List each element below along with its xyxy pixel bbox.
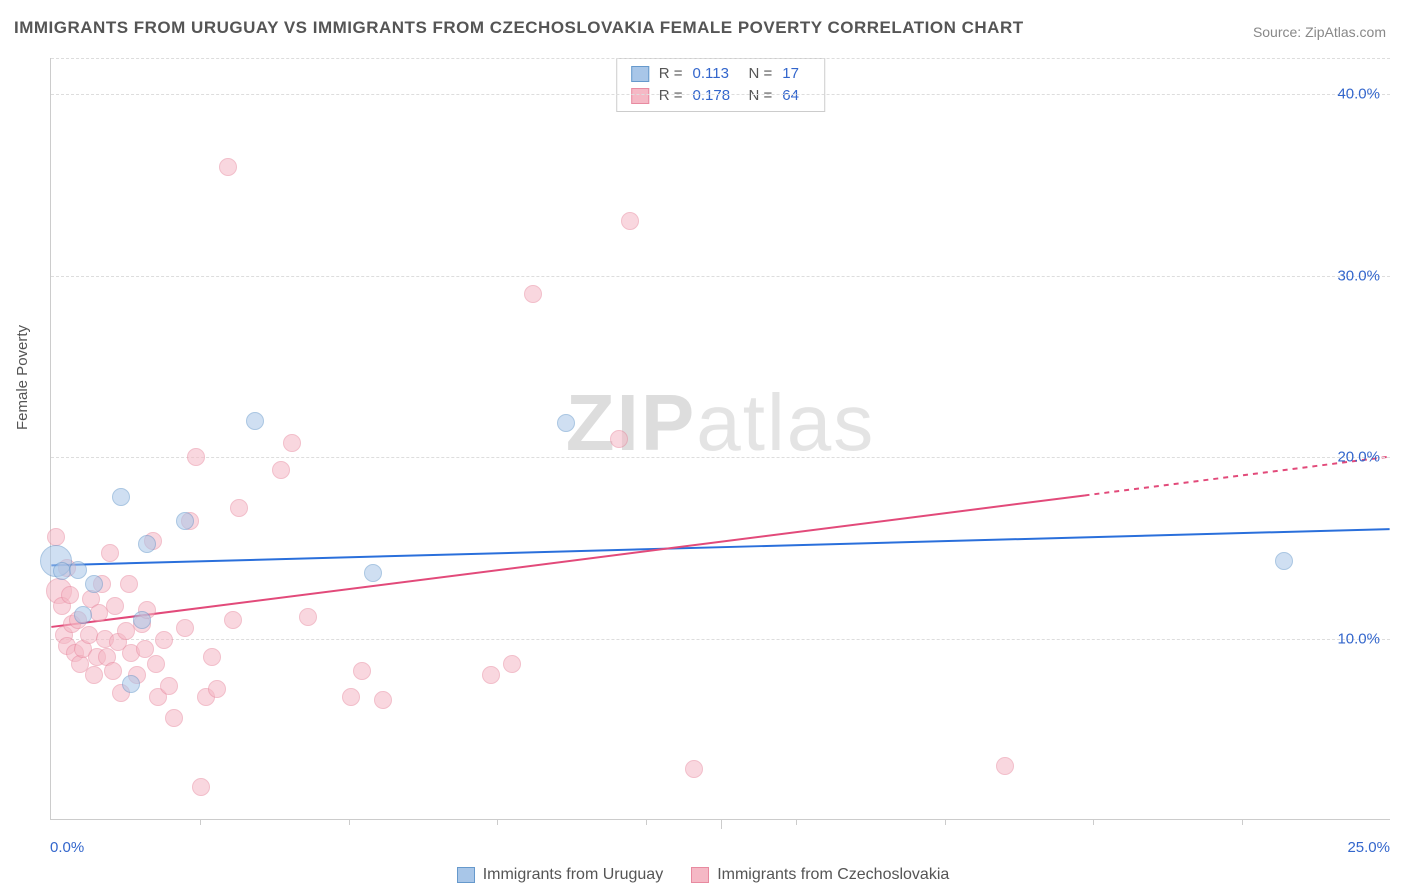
series-legend-label: Immigrants from Czechoslovakia xyxy=(717,866,949,884)
x-tick xyxy=(945,819,946,825)
y-tick-label: 10.0% xyxy=(1337,630,1380,647)
scatter-point xyxy=(61,586,79,604)
x-tick-label: 0.0% xyxy=(50,839,84,856)
scatter-point xyxy=(503,655,521,673)
scatter-point xyxy=(219,158,237,176)
scatter-point xyxy=(482,666,500,684)
stats-legend-box: R = 0.113 N = 17 R = 0.178 N = 64 xyxy=(616,58,826,112)
legend-r-value: 0.178 xyxy=(693,85,739,107)
legend-r-label: R = xyxy=(659,85,683,107)
scatter-point xyxy=(374,691,392,709)
scatter-point xyxy=(69,561,87,579)
x-tick xyxy=(721,819,722,829)
scatter-point xyxy=(47,528,65,546)
series-legend: Immigrants from Uruguay Immigrants from C… xyxy=(0,866,1406,884)
scatter-point xyxy=(621,212,639,230)
legend-swatch xyxy=(691,867,709,883)
scatter-point xyxy=(80,626,98,644)
scatter-point xyxy=(187,448,205,466)
scatter-point xyxy=(283,434,301,452)
legend-swatch xyxy=(631,88,649,104)
scatter-point xyxy=(176,619,194,637)
scatter-point xyxy=(246,412,264,430)
x-tick xyxy=(796,819,797,825)
scatter-point xyxy=(353,662,371,680)
scatter-point xyxy=(364,564,382,582)
stats-legend-row: R = 0.113 N = 17 xyxy=(631,63,811,85)
watermark-thin: atlas xyxy=(696,378,875,467)
scatter-point xyxy=(224,611,242,629)
scatter-point xyxy=(112,488,130,506)
scatter-point xyxy=(104,662,122,680)
scatter-point xyxy=(133,611,151,629)
watermark: ZIPatlas xyxy=(566,377,875,469)
scatter-point xyxy=(299,608,317,626)
trend-line xyxy=(51,495,1084,626)
scatter-point xyxy=(230,499,248,517)
series-legend-item: Immigrants from Uruguay xyxy=(457,866,664,884)
chart-title: IMMIGRANTS FROM URUGUAY VS IMMIGRANTS FR… xyxy=(14,18,1024,38)
scatter-point xyxy=(557,414,575,432)
scatter-point xyxy=(685,760,703,778)
series-legend-item: Immigrants from Czechoslovakia xyxy=(691,866,949,884)
legend-r-label: R = xyxy=(659,63,683,85)
legend-swatch xyxy=(631,66,649,82)
scatter-point xyxy=(342,688,360,706)
scatter-point xyxy=(1275,552,1293,570)
grid-line xyxy=(51,457,1390,458)
scatter-point xyxy=(85,575,103,593)
scatter-point xyxy=(138,535,156,553)
scatter-point xyxy=(106,597,124,615)
scatter-point xyxy=(74,606,92,624)
scatter-point xyxy=(524,285,542,303)
scatter-point xyxy=(85,666,103,684)
watermark-bold: ZIP xyxy=(566,378,696,467)
scatter-point xyxy=(610,430,628,448)
legend-n-label: N = xyxy=(749,85,773,107)
x-tick xyxy=(1242,819,1243,825)
legend-swatch xyxy=(457,867,475,883)
scatter-point xyxy=(176,512,194,530)
legend-r-value: 0.113 xyxy=(693,63,739,85)
trend-lines-svg xyxy=(51,58,1390,819)
source-link[interactable]: ZipAtlas.com xyxy=(1305,24,1386,40)
y-tick-label: 30.0% xyxy=(1337,267,1380,284)
legend-n-value: 64 xyxy=(782,85,810,107)
x-tick xyxy=(349,819,350,825)
scatter-point xyxy=(203,648,221,666)
legend-n-label: N = xyxy=(749,63,773,85)
legend-n-value: 17 xyxy=(782,63,810,85)
stats-legend-row: R = 0.178 N = 64 xyxy=(631,85,811,107)
scatter-point xyxy=(122,675,140,693)
scatter-point xyxy=(147,655,165,673)
x-tick xyxy=(497,819,498,825)
scatter-point xyxy=(101,544,119,562)
scatter-point xyxy=(120,575,138,593)
y-axis-label: Female Poverty xyxy=(14,325,31,430)
grid-line xyxy=(51,94,1390,95)
scatter-point xyxy=(996,757,1014,775)
y-tick-label: 20.0% xyxy=(1337,449,1380,466)
chart-plot-area: ZIPatlas R = 0.113 N = 17 R = 0.178 N = 64 10.0… xyxy=(50,58,1390,820)
scatter-point xyxy=(208,680,226,698)
series-legend-label: Immigrants from Uruguay xyxy=(483,866,664,884)
scatter-point xyxy=(155,631,173,649)
grid-line xyxy=(51,639,1390,640)
scatter-point xyxy=(165,709,183,727)
source-attribution: Source: ZipAtlas.com xyxy=(1253,24,1386,40)
source-label: Source: xyxy=(1253,24,1301,40)
scatter-point xyxy=(272,461,290,479)
x-tick xyxy=(200,819,201,825)
scatter-point xyxy=(160,677,178,695)
x-tick xyxy=(1093,819,1094,825)
x-tick-label: 25.0% xyxy=(1347,839,1390,856)
scatter-point xyxy=(192,778,210,796)
y-tick-label: 40.0% xyxy=(1337,86,1380,103)
trend-line xyxy=(51,529,1389,565)
grid-line xyxy=(51,276,1390,277)
grid-line xyxy=(51,58,1390,59)
x-tick xyxy=(646,819,647,825)
